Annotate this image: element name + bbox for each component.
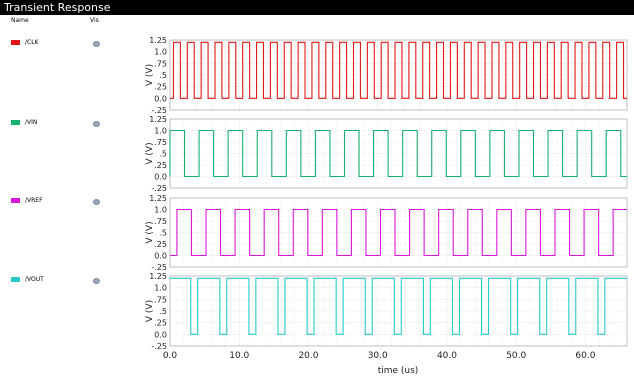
y-tick-label: 1.25 (149, 36, 167, 45)
y-tick-label: 1.0 (154, 48, 167, 57)
y-tick-label: 1.25 (149, 272, 167, 281)
x-tick-label: 60.0 (575, 351, 595, 361)
y-tick-label: -.25 (151, 184, 167, 193)
y-tick-label: .75 (154, 59, 167, 68)
x-tick-label: 50.0 (506, 351, 526, 361)
y-tick-label: .75 (154, 138, 167, 147)
y-tick-label: .5 (159, 71, 167, 80)
y-tick-label: 1.25 (149, 115, 167, 124)
y-tick-label: .25 (154, 319, 167, 328)
y-axis-label: V (V) (145, 300, 155, 322)
y-tick-label: 0.0 (154, 330, 167, 339)
y-tick-label: 0.0 (154, 252, 167, 261)
y-tick-label: .25 (154, 161, 167, 170)
y-tick-label: .5 (159, 307, 167, 316)
x-axis-label: time (us) (378, 366, 419, 376)
x-tick-label: 0.0 (163, 351, 178, 361)
y-tick-label: 1.0 (154, 206, 167, 215)
y-tick-label: .25 (154, 83, 167, 92)
y-tick-label: -.25 (151, 263, 167, 272)
y-tick-label: .5 (159, 229, 167, 238)
y-tick-label: 1.25 (149, 194, 167, 203)
y-tick-label: 1.0 (154, 127, 167, 136)
y-tick-label: .5 (159, 150, 167, 159)
y-tick-label: .75 (154, 217, 167, 226)
y-axis-label: V (V) (145, 142, 155, 164)
x-tick-label: 40.0 (437, 351, 457, 361)
y-tick-label: 0.0 (154, 173, 167, 182)
y-tick-label: .25 (154, 240, 167, 249)
y-tick-label: .75 (154, 295, 167, 304)
y-tick-label: 0.0 (154, 94, 167, 103)
x-tick-label: 20.0 (298, 351, 318, 361)
y-axis-label: V (V) (145, 64, 155, 86)
x-tick-label: 10.0 (229, 351, 249, 361)
y-tick-label: -.25 (151, 342, 167, 351)
y-axis-label: V (V) (145, 221, 155, 243)
y-tick-label: -.25 (151, 106, 167, 115)
y-tick-label: 1.0 (154, 284, 167, 293)
x-tick-label: 30.0 (368, 351, 388, 361)
